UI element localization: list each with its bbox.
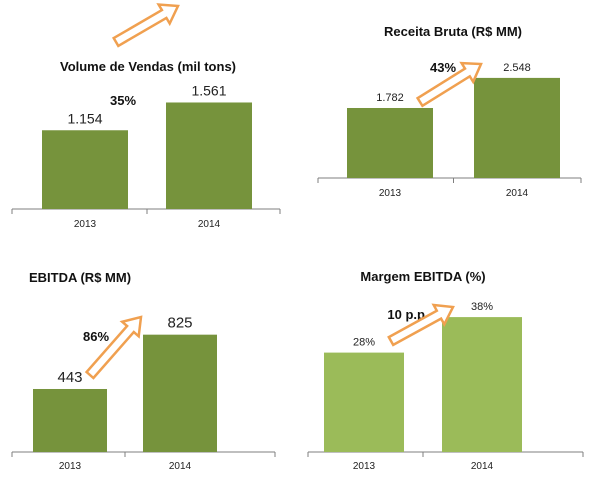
chart-ebitda-svg: EBITDA (R$ MM) 86% 443 2013 825 2014 bbox=[11, 270, 276, 472]
data-label: 38% bbox=[471, 301, 493, 313]
chart-ebitda: EBITDA (R$ MM) 86% 443 2013 825 2014 bbox=[10, 265, 280, 480]
data-label: 443 bbox=[57, 369, 82, 386]
x-tick-label: 2014 bbox=[198, 219, 221, 230]
x-tick-label: 2014 bbox=[471, 461, 494, 472]
growth-arrow-icon bbox=[111, 3, 180, 48]
x-tick-label: 2013 bbox=[353, 461, 376, 472]
x-tick-label: 2013 bbox=[379, 188, 402, 199]
bar-2013 bbox=[33, 388, 107, 452]
chart-title: EBITDA (R$ MM) bbox=[29, 270, 131, 285]
data-label: 28% bbox=[353, 337, 375, 349]
chart-title: Margem EBITDA (%) bbox=[360, 269, 485, 284]
data-label: 1.154 bbox=[67, 110, 102, 126]
decorative-arrow-icon bbox=[111, 3, 180, 48]
chart-margem-ebitda: Margem EBITDA (%) 10 p.p. 28% 2013 38% 2014 bbox=[303, 265, 588, 480]
bar-2014 bbox=[442, 317, 522, 452]
bar-2013 bbox=[42, 130, 128, 209]
bar-2014 bbox=[474, 77, 560, 178]
bar-2014 bbox=[143, 334, 217, 452]
x-tick-label: 2013 bbox=[74, 219, 97, 230]
x-tick-label: 2014 bbox=[506, 188, 529, 199]
chart-title: Volume de Vendas (mil tons) bbox=[60, 59, 236, 74]
growth-label: 86% bbox=[83, 329, 109, 344]
growth-label: 10 p.p. bbox=[387, 307, 428, 322]
growth-label: 43% bbox=[430, 60, 456, 75]
growth-arrow-icon bbox=[387, 303, 455, 347]
bar-2013 bbox=[347, 107, 433, 178]
growth-label: 35% bbox=[110, 93, 136, 108]
x-tick-label: 2014 bbox=[169, 461, 192, 472]
bar-2013 bbox=[324, 352, 404, 452]
data-label: 1.782 bbox=[376, 92, 404, 104]
x-tick-label: 2013 bbox=[59, 461, 82, 472]
data-label: 1.561 bbox=[191, 82, 226, 98]
growth-arrow-icon bbox=[84, 315, 143, 380]
chart-volume-vendas: Volume de Vendas (mil tons) 35% 1.154 201… bbox=[10, 55, 281, 240]
growth-arrow-icon bbox=[415, 61, 483, 108]
chart-receita-bruta-svg: Receita Bruta (R$ MM) 43% 1.782 2013 2.548… bbox=[317, 24, 582, 199]
data-label: 2.548 bbox=[503, 62, 531, 74]
chart-margem-ebitda-svg: Margem EBITDA (%) 10 p.p. 28% 2013 38% 2014 bbox=[307, 269, 584, 472]
chart-title: Receita Bruta (R$ MM) bbox=[384, 24, 522, 39]
data-label: 825 bbox=[167, 315, 192, 332]
chart-volume-vendas-svg: Volume de Vendas (mil tons) 35% 1.154 201… bbox=[11, 59, 281, 230]
bar-2014 bbox=[166, 102, 252, 209]
chart-receita-bruta: Receita Bruta (R$ MM) 43% 1.782 2013 2.548… bbox=[313, 20, 588, 205]
